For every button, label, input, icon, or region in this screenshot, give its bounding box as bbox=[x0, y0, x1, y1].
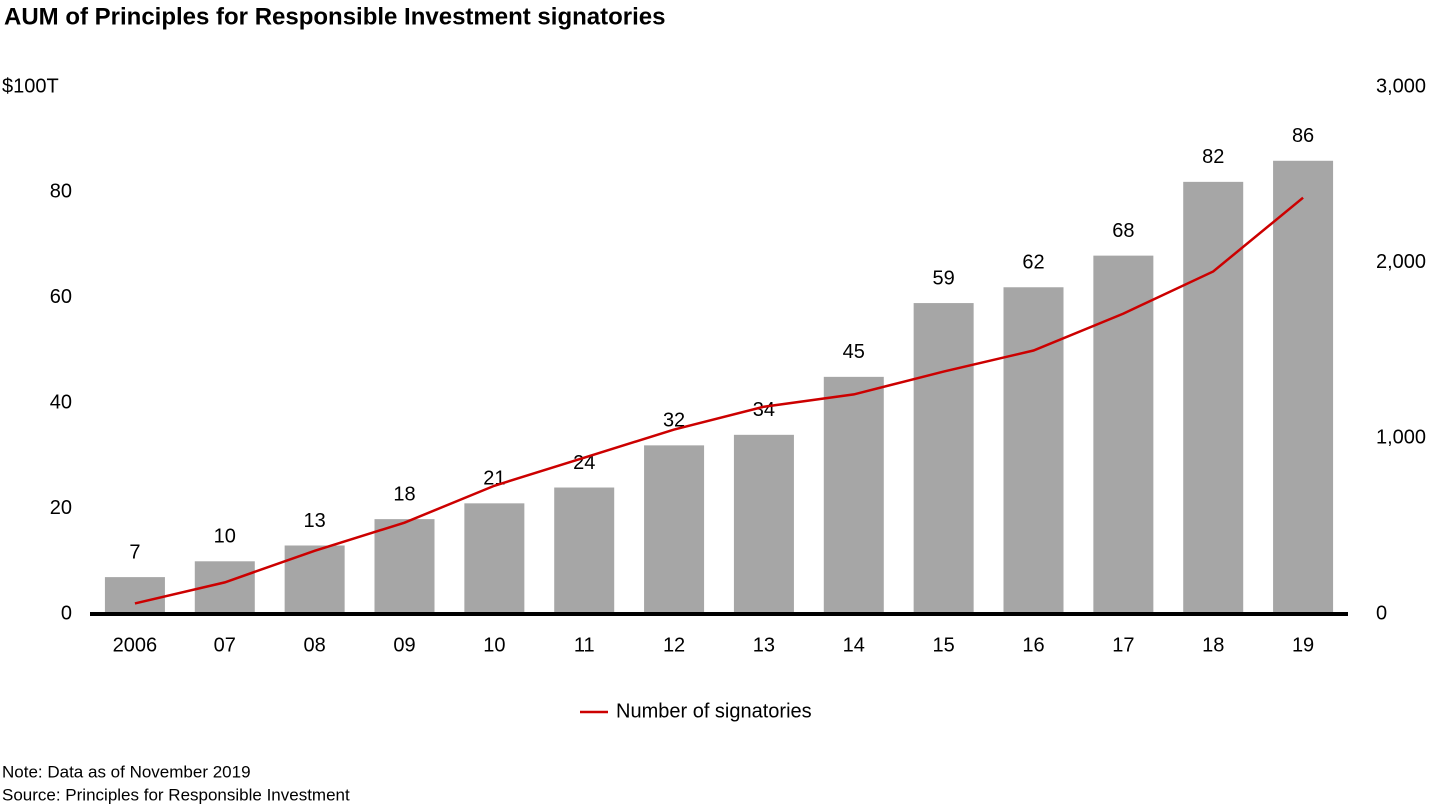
y2-tick-label: 0 bbox=[1376, 602, 1387, 624]
x-tick-label: 2006 bbox=[113, 634, 158, 656]
bar bbox=[374, 519, 435, 614]
value-label: 18 bbox=[393, 483, 415, 505]
x-tick-label: 10 bbox=[483, 634, 505, 656]
value-label: 68 bbox=[1112, 220, 1134, 242]
y-tick-label: 20 bbox=[50, 497, 72, 519]
bar bbox=[733, 434, 794, 614]
y-tick-label: 40 bbox=[50, 391, 72, 413]
bar bbox=[554, 487, 615, 614]
y-tick-label: 60 bbox=[50, 286, 72, 308]
note: Note: Data as of November 2019 bbox=[2, 762, 251, 781]
bar bbox=[1273, 160, 1334, 614]
y-tick-label: $100T bbox=[2, 75, 59, 97]
bar bbox=[464, 503, 525, 614]
x-tick-label: 14 bbox=[843, 634, 865, 656]
bar bbox=[913, 303, 974, 614]
value-label: 13 bbox=[304, 510, 326, 532]
bar bbox=[1183, 181, 1244, 615]
y-tick-label: 0 bbox=[61, 602, 72, 624]
value-label: 7 bbox=[129, 541, 140, 563]
legend-label: Number of signatories bbox=[616, 700, 812, 722]
value-label: 32 bbox=[663, 410, 685, 432]
x-tick-label: 12 bbox=[663, 634, 685, 656]
value-label: 82 bbox=[1202, 146, 1224, 168]
x-tick-label: 19 bbox=[1292, 634, 1314, 656]
x-tick-label: 18 bbox=[1202, 634, 1224, 656]
value-label: 45 bbox=[843, 341, 865, 363]
y-tick-label: 80 bbox=[50, 181, 72, 203]
value-label: 24 bbox=[573, 452, 595, 474]
x-tick-label: 09 bbox=[393, 634, 415, 656]
bar bbox=[284, 545, 345, 614]
x-tick-label: 17 bbox=[1112, 634, 1134, 656]
x-tick-label: 08 bbox=[304, 634, 326, 656]
y2-tick-label: 3,000 bbox=[1376, 75, 1426, 97]
value-label: 86 bbox=[1292, 125, 1314, 147]
line bbox=[134, 196, 1304, 605]
chart-title: AUM of Principles for Responsible Invest… bbox=[4, 3, 665, 30]
y2-tick-label: 1,000 bbox=[1376, 427, 1426, 449]
bar bbox=[644, 445, 705, 614]
x-tick-label: 07 bbox=[214, 634, 236, 656]
bar bbox=[823, 376, 884, 614]
value-label: 34 bbox=[753, 399, 775, 421]
x-tick-label: 11 bbox=[574, 634, 595, 656]
bar bbox=[1093, 255, 1154, 614]
x-tick-label: 13 bbox=[753, 634, 775, 656]
value-label: 62 bbox=[1022, 252, 1044, 274]
y2-tick-label: 2,000 bbox=[1376, 251, 1426, 273]
x-tick-label: 16 bbox=[1022, 634, 1044, 656]
value-label: 59 bbox=[933, 267, 955, 289]
bar bbox=[104, 577, 165, 614]
bar bbox=[1003, 287, 1064, 614]
x-tick-label: 15 bbox=[933, 634, 955, 656]
value-label: 10 bbox=[214, 526, 236, 548]
source: Source: Principles for Responsible Inves… bbox=[2, 785, 350, 804]
